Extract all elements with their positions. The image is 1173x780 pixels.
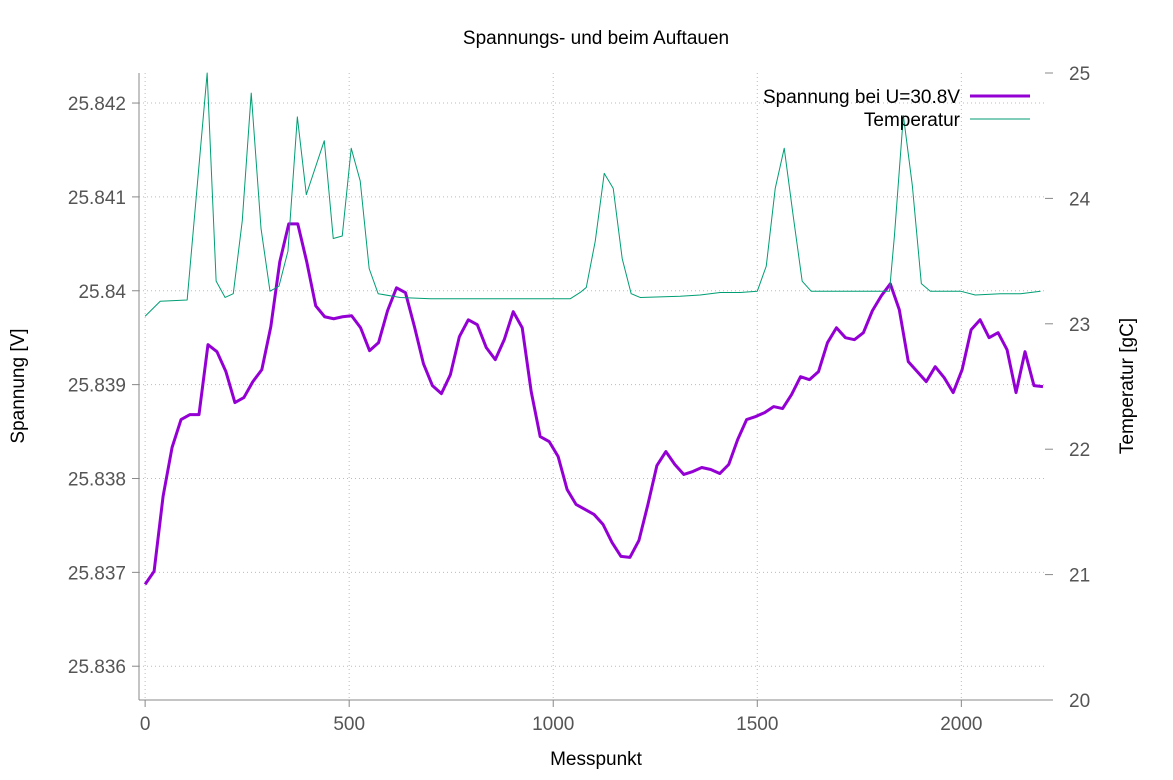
legend-label: Temperatur [864, 110, 961, 131]
y-tick-label: 25.84 [78, 282, 126, 303]
line-series [144, 72, 1041, 317]
y-axis-label: Spannung [V] [8, 328, 29, 443]
x-tick-label: 1000 [532, 714, 574, 735]
y2-tick-label: 24 [1069, 189, 1091, 210]
y-tick-label: 25.841 [68, 188, 126, 209]
y-tick-label: 25.842 [68, 94, 126, 115]
y-tick-label: 25.839 [68, 376, 126, 397]
y2-tick-label: 20 [1069, 691, 1090, 712]
x-tick-label: 1500 [736, 714, 778, 735]
line-series [143, 222, 1044, 586]
x-tick-label: 2000 [940, 714, 982, 735]
y2-tick-label: 21 [1069, 566, 1090, 587]
y2-tick-label: 25 [1069, 64, 1090, 85]
chart-title: Spannungs- und beim Auftauen [463, 28, 729, 49]
y2-tick-label: 23 [1069, 315, 1090, 336]
x-tick-label: 500 [333, 714, 365, 735]
x-tick-label: 0 [140, 714, 151, 735]
y2-tick-label: 22 [1069, 440, 1090, 461]
y-tick-label: 25.838 [68, 469, 126, 490]
y-tick-label: 25.836 [68, 657, 126, 678]
y2-axis-label: Temperatur [gC] [1117, 318, 1138, 454]
x-axis-label: Messpunkt [550, 749, 643, 770]
y-tick-label: 25.837 [68, 563, 126, 584]
legend-label: Spannung bei U=30.8V [763, 87, 960, 108]
